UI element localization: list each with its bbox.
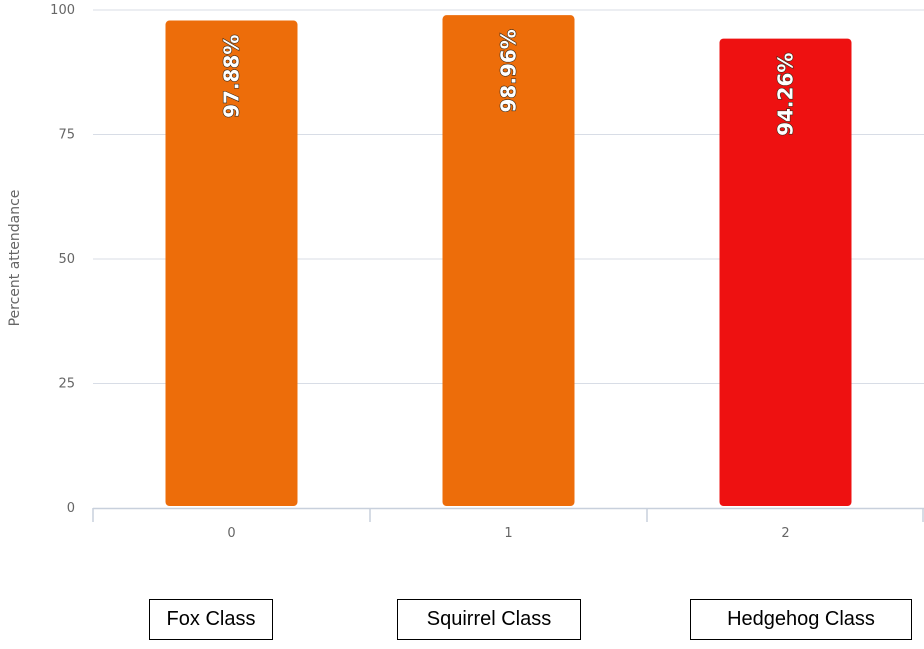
bar-0 — [165, 20, 298, 507]
x-tick-label-0: 0 — [227, 526, 235, 541]
y-axis-title: Percent attendance — [7, 190, 23, 327]
bar-2 — [719, 38, 852, 506]
bar-1 — [442, 15, 575, 507]
y-tick-label-75: 75 — [58, 128, 75, 143]
class-label-hedgehog: Hedgehog Class — [690, 599, 912, 640]
data-label-2: 94.26% — [774, 53, 798, 136]
class-label-squirrel: Squirrel Class — [397, 599, 581, 640]
y-tick-label-0: 0 — [67, 501, 75, 516]
y-axis-ticks: 0 25 50 75 100 — [50, 3, 75, 516]
data-label-0: 97.88% — [220, 35, 244, 118]
class-label-fox: Fox Class — [149, 599, 273, 640]
y-tick-label-50: 50 — [58, 252, 75, 267]
class-label-fox-text: Fox Class — [166, 608, 256, 630]
x-axis: 0 1 2 — [92, 507, 924, 541]
y-tick-label-25: 25 — [58, 377, 75, 392]
x-tick-label-2: 2 — [781, 526, 789, 541]
data-label-1: 98.96% — [497, 29, 521, 112]
y-tick-label-100: 100 — [50, 3, 75, 18]
class-label-squirrel-text: Squirrel Class — [426, 608, 552, 630]
x-tick-label-1: 1 — [504, 526, 512, 541]
bars: 97.88% 98.96% 94.26% — [165, 15, 852, 507]
class-label-hedgehog-text: Hedgehog Class — [727, 608, 875, 630]
